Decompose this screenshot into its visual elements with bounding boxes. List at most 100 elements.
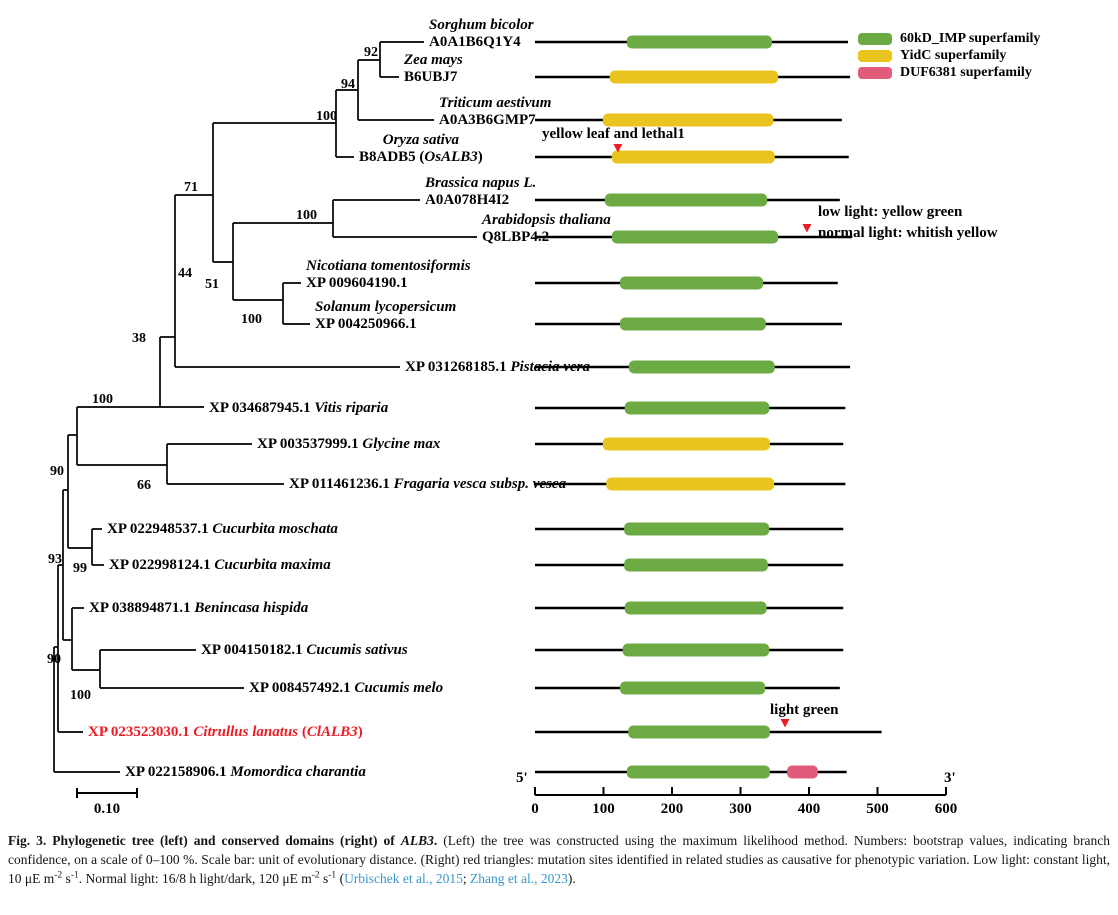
taxon-label: XP 023523030.1 Citrullus lanatus (ClALB3… <box>88 723 363 740</box>
bootstrap-value: 51 <box>205 277 219 292</box>
caption-text: (Left) the tree was constructed using th… <box>8 833 1110 886</box>
bootstrap-value: 93 <box>48 552 62 567</box>
bootstrap-value: 71 <box>184 180 198 195</box>
axis-tick-label: 0 <box>531 801 539 817</box>
domain-bar-60kd_imp <box>619 317 766 331</box>
domain-bar-60kd_imp <box>624 558 768 572</box>
caption-superscript: -1 <box>70 870 79 881</box>
caption-text: Fig. 3. Phylogenetic tree (left) and con… <box>8 833 401 848</box>
domain-bar-60kd_imp <box>624 401 770 415</box>
legend-label: YidC superfamily <box>900 47 1007 63</box>
bootstrap-value: 94 <box>341 77 355 92</box>
taxon-label: Oryza sativa B8ADB5 (OsALB3) <box>359 131 483 165</box>
domain-bar-yidc <box>611 150 775 164</box>
taxon-label: XP 038894871.1 Benincasa hispida <box>89 599 309 616</box>
bootstrap-value: 66 <box>137 478 151 493</box>
taxon-label: Zea mays B6UBJ7 <box>403 51 463 85</box>
domain-bar-60kd_imp <box>619 276 764 290</box>
axis-tick-label: 400 <box>798 801 821 817</box>
taxon-label: Brassica napus L. A0A078H4I2 <box>425 174 537 208</box>
taxon-label: XP 022998124.1 Cucurbita maxima <box>109 556 331 573</box>
domain-bar-60kd_imp <box>611 230 779 244</box>
caption-superscript: -2 <box>54 870 63 881</box>
taxon-label: XP 031268185.1 Pistacia vera <box>405 358 590 375</box>
caption-text: . <box>433 833 444 848</box>
domain-bar-60kd_imp <box>626 765 770 779</box>
domain-bar-60kd_imp <box>604 193 768 207</box>
mutation-phenotype-annotation: light green <box>770 702 839 718</box>
domain-architecture <box>535 35 882 779</box>
taxon-label: Sorghum bicolor A0A1B6Q1Y4 <box>429 16 534 50</box>
caption-text: . Normal light: 16/8 h light/dark, 120 μ… <box>78 871 312 886</box>
taxon-label: Triticum aestivum A0A3B6GMP7 <box>439 94 552 128</box>
domain-bar-60kd_imp <box>622 643 770 657</box>
taxon-label: Solanum lycopersicum XP 004250966.1 <box>314 298 457 332</box>
five-prime-label: 5' <box>516 770 528 786</box>
caption-text: ). <box>567 871 576 886</box>
taxon-label: XP 022948537.1 Cucurbita moschata <box>107 520 338 537</box>
domain-bar-60kd_imp <box>628 360 775 374</box>
legend-swatch-icon <box>858 66 892 79</box>
bootstrap-value: 100 <box>241 312 262 327</box>
bootstrap-value: 44 <box>178 266 192 281</box>
legend-label: DUF6381 superfamily <box>900 64 1032 80</box>
axis-tick-label: 100 <box>592 801 615 817</box>
taxon-label: XP 004150182.1 Cucumis sativus <box>201 641 408 658</box>
legend-item: YidC superfamily <box>858 47 1040 63</box>
bootstrap-value: 90 <box>47 652 61 667</box>
mutation-phenotype-annotation: yellow leaf and lethal1 <box>542 126 685 142</box>
domain-bar-60kd_imp <box>624 522 770 536</box>
caption-text: s <box>319 871 329 886</box>
bootstrap-value: 100 <box>316 109 337 124</box>
taxon-label: XP 034687945.1 Vitis riparia <box>209 399 389 416</box>
domain-bar-yidc <box>606 477 775 491</box>
taxon-label: XP 022158906.1 Momordica charantia <box>125 763 366 780</box>
caption-text: ALB3 <box>400 833 434 848</box>
caption-text: ; <box>462 871 471 886</box>
axis-tick-label: 200 <box>661 801 684 817</box>
scale-bar-value: 0.10 <box>93 801 121 817</box>
citation-link[interactable]: Zhang et al., 2023 <box>470 871 568 886</box>
caption-superscript: -2 <box>311 870 320 881</box>
bootstrap-value: 100 <box>92 392 113 407</box>
three-prime-label: 3' <box>944 770 956 786</box>
citation-link[interactable]: Urbischek et al., 2015 <box>344 871 463 886</box>
taxon-label: Arabidopsis thaliana Q8LBP4.2 <box>481 211 611 245</box>
axis-tick-label: 300 <box>729 801 752 817</box>
taxon-label: XP 008457492.1 Cucumis melo <box>249 679 444 696</box>
phylogenetic-tree: 92 94 100 71 100 51 100 44 38 100 66 90 93 99 90 100 <box>47 41 477 773</box>
figure-caption: Fig. 3. Phylogenetic tree (left) and con… <box>8 831 1110 888</box>
figure-svg: 92 94 100 71 100 51 100 44 38 100 66 90 93 99 90 100 0 1… <box>47 35 957 817</box>
domain-bar-60kd_imp <box>626 35 773 49</box>
domain-bar-60kd_imp <box>619 681 766 695</box>
mutation-phenotype-annotation: low light: yellow green normal light: whi… <box>818 204 998 241</box>
domain-legend: 60kD_IMP superfamily YidC superfamily DUF6… <box>858 30 1041 83</box>
caption-text: ( <box>336 871 345 886</box>
taxon-label: XP 003537999.1 Glycine max <box>257 435 441 452</box>
axis-tick-label: 500 <box>866 801 889 817</box>
bootstrap-value: 38 <box>132 331 146 346</box>
bootstrap-value: 99 <box>73 561 87 576</box>
evolutionary-scale-bar <box>76 788 138 798</box>
caption-superscript: -1 <box>328 870 337 881</box>
domain-bar-duf6381 <box>787 765 818 779</box>
bootstrap-value: 100 <box>296 208 317 223</box>
domain-bar-60kd_imp <box>628 725 770 739</box>
sequence-axis: 0 100 200 300 400 500 600 <box>531 787 957 817</box>
domain-bar-yidc <box>602 437 770 451</box>
bootstrap-value: 90 <box>50 464 64 479</box>
legend-swatch-icon <box>858 49 892 62</box>
axis-tick-label: 600 <box>935 801 958 817</box>
taxon-label: Nicotiana tomentosiformis XP 009604190.1 <box>305 257 471 291</box>
domain-bar-60kd_imp <box>624 601 767 615</box>
mutation-site-triangle-icon <box>802 224 812 233</box>
legend-label: 60kD_IMP superfamily <box>900 30 1041 46</box>
domain-bar-yidc <box>609 70 779 84</box>
domain-bar-yidc <box>602 113 774 127</box>
legend-item: DUF6381 superfamily <box>858 64 1040 80</box>
legend-swatch-icon <box>858 32 892 45</box>
bootstrap-value: 92 <box>364 45 378 60</box>
mutation-site-triangle-icon <box>780 719 790 728</box>
mutation-site-triangle-icon <box>613 144 623 153</box>
